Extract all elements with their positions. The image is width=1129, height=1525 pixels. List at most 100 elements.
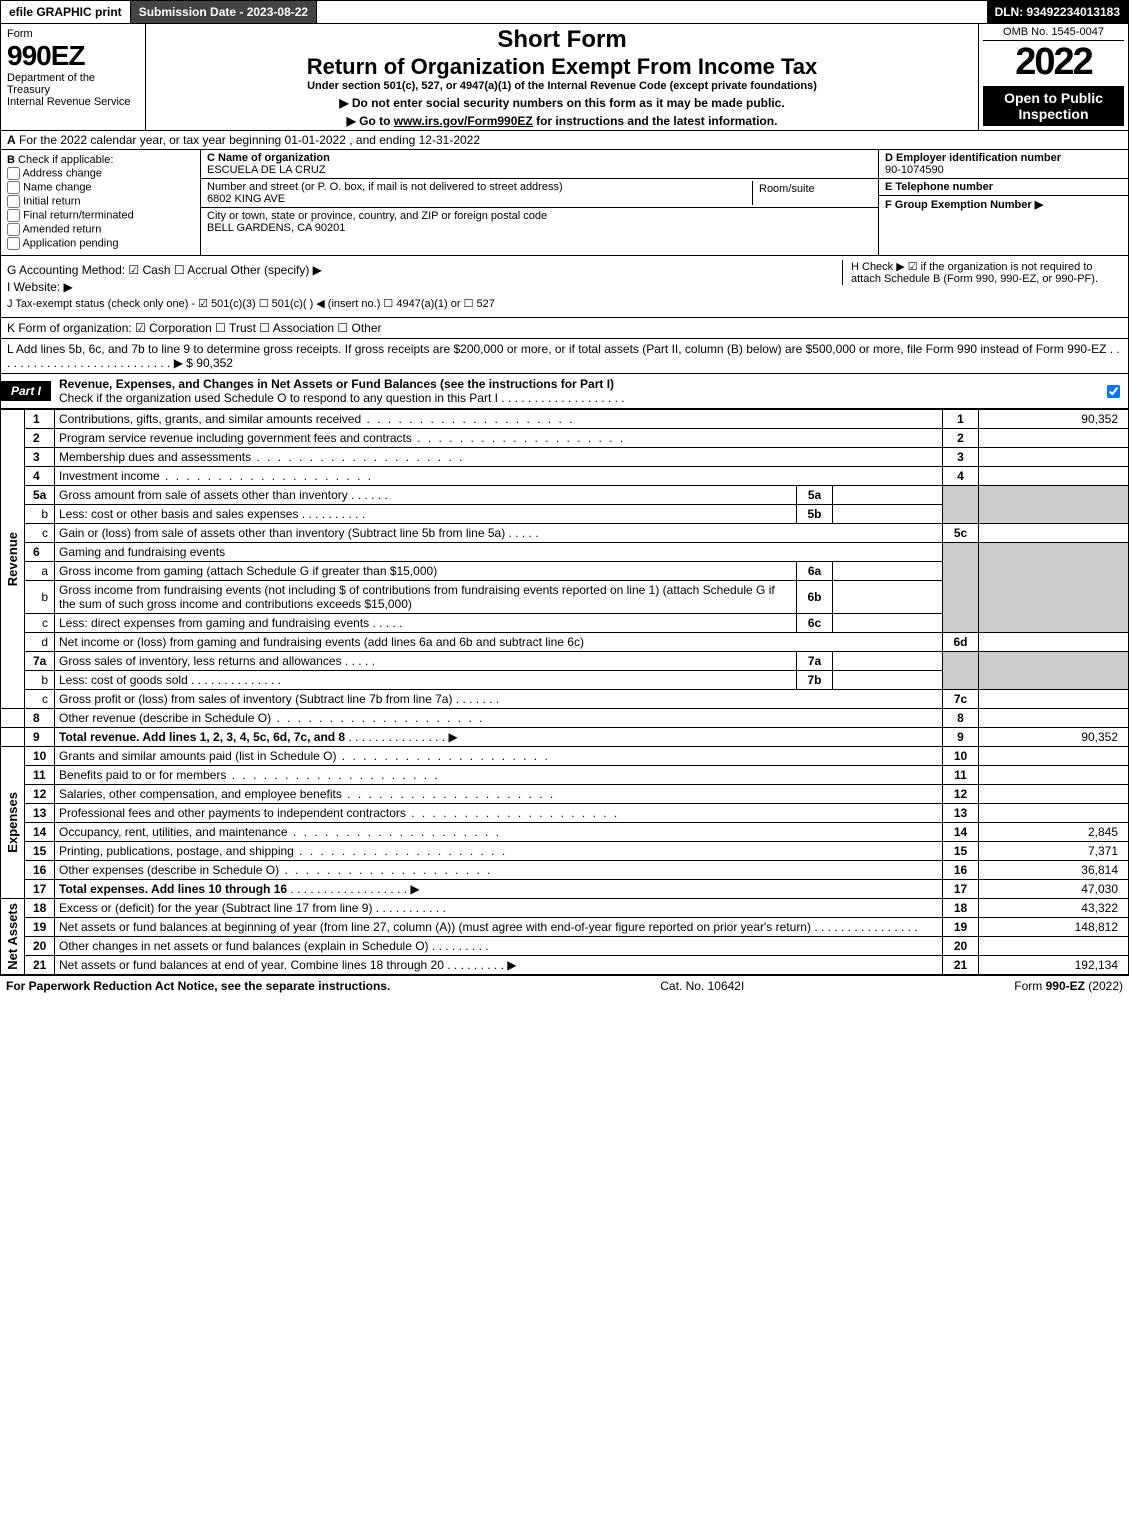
l16-desc: Other expenses (describe in Schedule O) [55, 861, 943, 880]
l21-num: 21 [25, 956, 55, 975]
l7a-desc: Gross sales of inventory, less returns a… [55, 652, 797, 671]
l6-num: 6 [25, 543, 55, 562]
l17-desc: Total expenses. Add lines 10 through 16 … [55, 880, 943, 899]
l2-desc: Program service revenue including govern… [55, 429, 943, 448]
l9-desc: Total revenue. Add lines 1, 2, 3, 4, 5c,… [55, 728, 943, 747]
l13-num: 13 [25, 804, 55, 823]
l18-box: 18 [943, 899, 979, 918]
l17-num: 17 [25, 880, 55, 899]
l15-val: 7,371 [979, 842, 1129, 861]
chk-final[interactable]: Final return/terminated [7, 209, 194, 222]
submission-date: Submission Date - 2023-08-22 [131, 1, 317, 23]
l6d-desc: Net income or (loss) from gaming and fun… [55, 633, 943, 652]
ein-block: D Employer identification number 90-1074… [879, 150, 1128, 179]
l5b-num: b [25, 505, 55, 524]
l6a-num: a [25, 562, 55, 581]
irs-link[interactable]: www.irs.gov/Form990EZ [394, 114, 533, 128]
l6-grey [943, 543, 979, 633]
l11-val [979, 766, 1129, 785]
city-label: City or town, state or province, country… [207, 210, 547, 222]
l8-box: 8 [943, 709, 979, 728]
part1-title: Revenue, Expenses, and Changes in Net As… [51, 374, 1099, 408]
l7ab-grey [943, 652, 979, 690]
l5c-val [979, 524, 1129, 543]
l4-num: 4 [25, 467, 55, 486]
phone-block: E Telephone number [879, 179, 1128, 196]
l8-val [979, 709, 1129, 728]
l7c-desc: Gross profit or (loss) from sales of inv… [55, 690, 943, 709]
footer-right: Form Form 990-EZ (2022)990-EZ (2022) [1014, 979, 1123, 993]
street-val: 6802 KING AVE [207, 193, 285, 205]
dln-label: DLN: 93492234013183 [987, 1, 1128, 23]
l9-box: 9 [943, 728, 979, 747]
l7a-ibox: 7a [797, 652, 833, 671]
efile-label[interactable]: efile GRAPHIC print [1, 1, 131, 23]
l13-val [979, 804, 1129, 823]
chk-address[interactable]: Address change [7, 167, 194, 180]
l20-num: 20 [25, 937, 55, 956]
l20-desc: Other changes in net assets or fund bala… [55, 937, 943, 956]
l7c-num: c [25, 690, 55, 709]
l5a-ival [833, 486, 943, 505]
l3-num: 3 [25, 448, 55, 467]
goto-post: for instructions and the latest informat… [533, 114, 778, 128]
l13-desc: Professional fees and other payments to … [55, 804, 943, 823]
form-word: Form [7, 28, 139, 40]
l3-desc: Membership dues and assessments [55, 448, 943, 467]
col-b: B Check if applicable: Address change Na… [1, 150, 201, 255]
part1-sub: Check if the organization used Schedule … [59, 391, 625, 405]
l7b-ibox: 7b [797, 671, 833, 690]
l6b-desc: Gross income from fundraising events (no… [55, 581, 797, 614]
ghij-block: H Check ▶ ☑ if the organization is not r… [0, 256, 1129, 318]
l21-desc: Net assets or fund balances at end of ye… [55, 956, 943, 975]
l5a-ibox: 5a [797, 486, 833, 505]
l6a-ival [833, 562, 943, 581]
d-label: D Employer identification number [885, 152, 1061, 164]
l4-desc: Investment income [55, 467, 943, 486]
group-exempt: F Group Exemption Number ▶ [879, 196, 1128, 213]
part1-table: Revenue 1 Contributions, gifts, grants, … [0, 409, 1129, 975]
top-bar: efile GRAPHIC print Submission Date - 20… [0, 0, 1129, 24]
part1-checkbox[interactable] [1099, 381, 1128, 401]
short-form-title: Short Form [150, 26, 974, 54]
col-def: D Employer identification number 90-1074… [878, 150, 1128, 255]
l4-val [979, 467, 1129, 486]
l5c-num: c [25, 524, 55, 543]
l5ab-greyval [979, 486, 1129, 524]
chk-amended[interactable]: Amended return [7, 223, 194, 236]
dept-label: Department of the Treasury [7, 72, 139, 96]
org-name: ESCUELA DE LA CRUZ [207, 164, 326, 176]
l7a-num: 7a [25, 652, 55, 671]
l12-val [979, 785, 1129, 804]
city-val: BELL GARDENS, CA 90201 [207, 222, 345, 234]
bc-row: B Check if applicable: Address change Na… [0, 150, 1129, 256]
l3-val [979, 448, 1129, 467]
chk-initial[interactable]: Initial return [7, 195, 194, 208]
l6b-ival [833, 581, 943, 614]
k-line: K Form of organization: ☑ Corporation ☐ … [0, 318, 1129, 339]
l6c-ibox: 6c [797, 614, 833, 633]
ein-val: 90-1074590 [885, 164, 944, 176]
chk-pending[interactable]: Application pending [7, 237, 194, 250]
tax-year: 2022 [983, 41, 1124, 84]
chk-name[interactable]: Name change [7, 181, 194, 194]
e-label: E Telephone number [885, 181, 993, 193]
l5a-desc: Gross amount from sale of assets other t… [55, 486, 797, 505]
c-name-label: C Name of organization [207, 152, 330, 164]
row-a: A For the 2022 calendar year, or tax yea… [0, 131, 1129, 150]
side-expenses: Expenses [1, 747, 25, 899]
form-header: Form 990EZ Department of the Treasury In… [0, 24, 1129, 131]
l11-desc: Benefits paid to or for members [55, 766, 943, 785]
l10-num: 10 [25, 747, 55, 766]
l14-desc: Occupancy, rent, utilities, and maintena… [55, 823, 943, 842]
return-title: Return of Organization Exempt From Incom… [150, 54, 974, 80]
goto-pre: ▶ Go to [347, 114, 394, 128]
l19-box: 19 [943, 918, 979, 937]
l6a-ibox: 6a [797, 562, 833, 581]
form-title-block: Short Form Return of Organization Exempt… [146, 24, 978, 130]
l1-num: 1 [25, 410, 55, 429]
l6c-num: c [25, 614, 55, 633]
l15-num: 15 [25, 842, 55, 861]
l7b-desc: Less: cost of goods sold . . . . . . . .… [55, 671, 797, 690]
l6b-ibox: 6b [797, 581, 833, 614]
